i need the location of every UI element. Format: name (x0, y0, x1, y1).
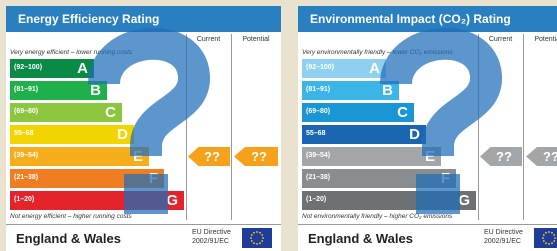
band-letter: F (149, 170, 158, 187)
bottom-note: Not energy efficient – higher running co… (10, 213, 132, 220)
page: Energy Efficiency RatingCurrentPotential… (0, 0, 557, 251)
rating-band: (39–54) E (302, 147, 441, 166)
band-letter: D (409, 126, 420, 143)
panel-title: Environmental Impact (CO₂) Rating (298, 6, 557, 32)
column-divider (186, 34, 187, 220)
directive-line: EU Directive (192, 228, 231, 237)
band-letter: G (166, 192, 178, 209)
rating-band: (81–91) B (302, 81, 399, 100)
directive-line: EU Directive (484, 228, 523, 237)
top-note: Very energy efficient – lower running co… (10, 49, 132, 56)
panel-title: Energy Efficiency Rating (6, 6, 281, 32)
band-range: 55–68 (14, 130, 33, 137)
directive-line: 2002/91/EC (484, 237, 523, 246)
current-rating: ?? (188, 147, 230, 166)
rating-band: (92–100) A (10, 59, 94, 78)
eu-flag (534, 228, 557, 248)
band-range: (39–54) (14, 152, 38, 159)
rating-band: (1–20) G (10, 191, 184, 210)
rating-band: (92–100) A (302, 59, 386, 78)
band-letter: B (90, 82, 101, 99)
band-range: 55–68 (306, 130, 325, 137)
top-note: Very environmentally friendly – lower CO… (302, 49, 453, 56)
band-range: (39–54) (306, 152, 330, 159)
band-range: (1–20) (306, 196, 326, 203)
band-range: (69–80) (306, 108, 330, 115)
current-header: Current (478, 36, 523, 43)
band-letter: D (117, 126, 128, 143)
column-divider (478, 34, 479, 220)
band-range: (81–91) (306, 86, 330, 93)
rating-band: (69–80) C (302, 103, 414, 122)
directive-line: 2002/91/EC (192, 237, 231, 246)
band-range: (69–80) (14, 108, 38, 115)
rating-band: (1–20) G (302, 191, 476, 210)
band-letter: B (382, 82, 393, 99)
rating-band: (81–91) B (10, 81, 107, 100)
band-letter: A (77, 60, 88, 77)
band-letter: C (105, 104, 116, 121)
band-letter: C (397, 104, 408, 121)
band-range: (92–100) (306, 64, 334, 71)
current-header: Current (186, 36, 231, 43)
column-divider (231, 34, 232, 220)
rating-band: 55–68 D (10, 125, 134, 144)
eu-stars (242, 228, 272, 248)
band-letter: A (369, 60, 380, 77)
rating-band: (69–80) C (10, 103, 122, 122)
rating-band: (21–38) F (302, 169, 456, 188)
band-range: (1–20) (14, 196, 34, 203)
rating-band: 55–68 D (302, 125, 426, 144)
potential-rating: ?? (526, 147, 557, 166)
eu-stars (534, 228, 557, 248)
current-rating: ?? (480, 147, 522, 166)
potential-rating: ?? (234, 147, 278, 166)
band-range: (81–91) (14, 86, 38, 93)
band-range: (21–38) (306, 174, 330, 181)
rating-panel: Environmental Impact (CO₂) Rating Current… (298, 6, 557, 251)
bottom-note: Not environmentally friendly – higher CO… (302, 213, 452, 220)
band-letter: G (458, 192, 470, 209)
band-letter: E (133, 148, 143, 165)
band-range: (21–38) (14, 174, 38, 181)
potential-header: Potential (231, 36, 281, 43)
region: England & Wales (16, 231, 121, 246)
eu-flag (242, 228, 272, 248)
region: England & Wales (308, 231, 413, 246)
band-letter: E (425, 148, 435, 165)
rating-band: (21–38) F (10, 169, 164, 188)
band-letter: F (441, 170, 450, 187)
column-divider (523, 34, 524, 220)
potential-header: Potential (523, 36, 557, 43)
rating-band: (39–54) E (10, 147, 149, 166)
band-range: (92–100) (14, 64, 42, 71)
